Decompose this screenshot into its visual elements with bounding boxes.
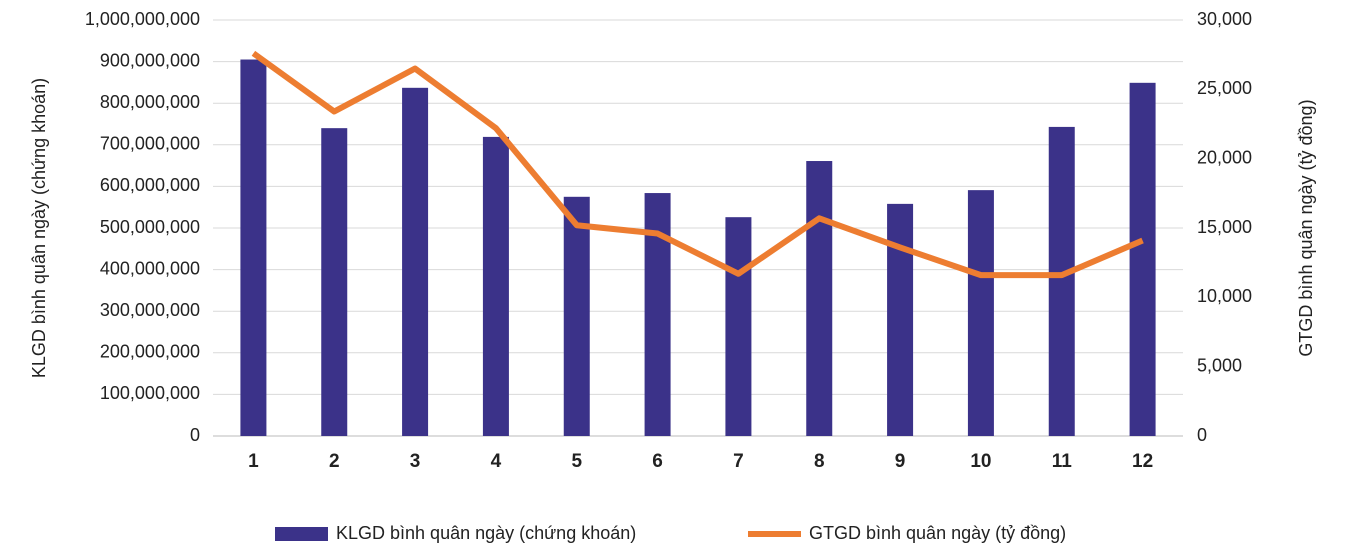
- x-tick-label: 10: [970, 451, 991, 472]
- y-tick-label: 300,000,000: [100, 300, 200, 320]
- y2-tick-label: 25,000: [1197, 78, 1252, 98]
- y2-tick-label: 5,000: [1197, 355, 1242, 375]
- bar: [644, 193, 671, 436]
- y-tick-label: 1,000,000,000: [85, 9, 200, 29]
- x-tick-label: 6: [652, 451, 663, 472]
- x-tick-label: 1: [248, 451, 259, 472]
- bar: [321, 128, 348, 436]
- bar: [887, 203, 914, 436]
- y-axis-title: KLGD bình quân ngày (chứng khoán): [29, 78, 49, 378]
- bar: [1048, 126, 1075, 437]
- y2-tick-label: 10,000: [1197, 286, 1252, 306]
- bar: [240, 59, 267, 437]
- bar: [1129, 82, 1156, 436]
- bar: [725, 217, 752, 436]
- legend-swatch: [275, 527, 328, 541]
- x-tick-label: 2: [329, 451, 340, 472]
- x-tick-label: 9: [895, 451, 906, 472]
- y2-tick-label: 0: [1197, 425, 1207, 445]
- bar: [482, 136, 509, 436]
- y2-tick-label: 15,000: [1197, 217, 1252, 237]
- x-tick-label: 4: [491, 451, 502, 472]
- y2-tick-label: 30,000: [1197, 9, 1252, 29]
- y-tick-label: 100,000,000: [100, 383, 200, 403]
- x-tick-label: 5: [571, 451, 582, 472]
- y-tick-label: 500,000,000: [100, 217, 200, 237]
- x-tick-label: 8: [814, 451, 825, 472]
- y-tick-label: 200,000,000: [100, 342, 200, 362]
- y-tick-label: 900,000,000: [100, 50, 200, 70]
- x-tick-label: 12: [1132, 451, 1153, 472]
- legend-label: KLGD bình quân ngày (chứng khoán): [336, 523, 636, 543]
- y-tick-label: 700,000,000: [100, 134, 200, 154]
- bar: [563, 196, 590, 436]
- y-tick-label: 0: [190, 425, 200, 445]
- y2-tick-label: 20,000: [1197, 147, 1252, 167]
- bar: [967, 190, 994, 436]
- x-tick-label: 11: [1052, 451, 1073, 472]
- legend-label: GTGD bình quân ngày (tỷ đồng): [809, 523, 1066, 543]
- y2-axis-title: GTGD bình quân ngày (tỷ đồng): [1296, 99, 1316, 356]
- line: [251, 50, 1144, 279]
- bar: [806, 161, 833, 437]
- y-tick-label: 600,000,000: [100, 175, 200, 195]
- x-tick-label: 7: [733, 451, 744, 472]
- x-tick-label: 3: [410, 451, 421, 472]
- y-tick-label: 800,000,000: [100, 92, 200, 112]
- y-tick-label: 400,000,000: [100, 258, 200, 278]
- bar: [402, 87, 429, 437]
